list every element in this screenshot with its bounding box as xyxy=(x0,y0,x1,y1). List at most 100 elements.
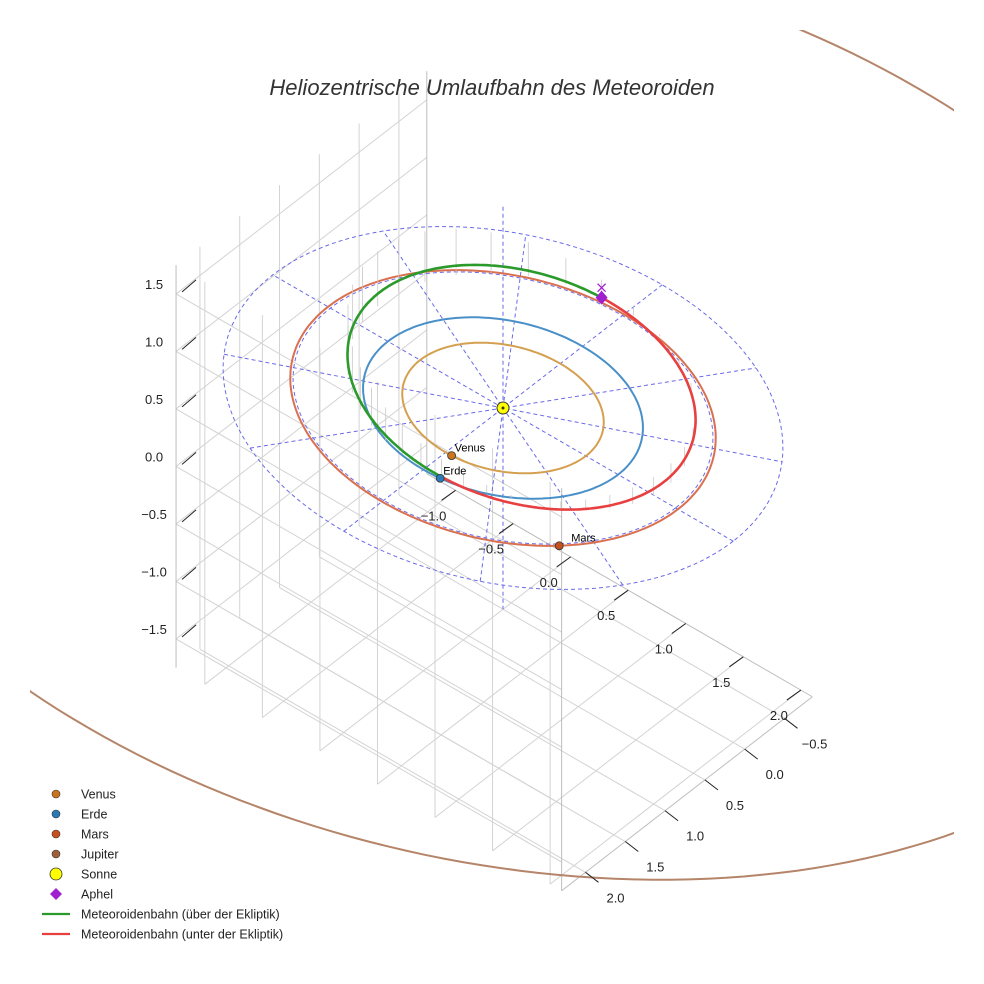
floor-grid-line xyxy=(358,525,745,750)
y-tick xyxy=(744,748,759,760)
y-tick-label: 1.0 xyxy=(686,829,704,844)
axis-grid xyxy=(175,71,813,892)
legend-marker xyxy=(51,789,61,799)
meteoroid-orbit-above xyxy=(346,263,603,479)
axis-edge xyxy=(561,696,813,892)
x-tick-label: 0.0 xyxy=(540,575,558,590)
label-mars: Mars xyxy=(571,533,596,545)
axis-ticks: −1.0 −0.5 0.0 0.5 1.0 1.5 2.0 −0.5 0.0 0.5 1.0 1.5 2… xyxy=(141,277,827,905)
chart-title: Heliozentrische Umlaufbahn des Meteoroid… xyxy=(269,75,714,100)
legend-marker xyxy=(51,849,61,859)
orbit-jupiter xyxy=(30,30,954,881)
z-tick-label: 0.5 xyxy=(145,392,163,407)
z-tick-label: −1.5 xyxy=(141,622,167,637)
z-tick-label: 0.0 xyxy=(145,449,163,464)
legend-marker xyxy=(51,829,61,839)
z-tick xyxy=(181,509,197,523)
z-tick-label: −0.5 xyxy=(141,507,167,522)
floor-grid-line xyxy=(199,648,586,873)
x-tick-label: 1.5 xyxy=(712,675,730,690)
legend-label: Meteoroidenbahn (über der Ekliptik) xyxy=(81,908,280,922)
y-tick-label: 0.5 xyxy=(726,798,744,813)
x-tick xyxy=(556,556,571,568)
z-tick xyxy=(181,624,197,638)
wall-grid-line xyxy=(175,465,562,690)
legend-label: Meteoroidenbahn (unter der Ekliptik) xyxy=(81,928,283,942)
floor-grid-line xyxy=(549,689,802,885)
meteoroid-orbit xyxy=(346,228,697,511)
floor-grid-line xyxy=(279,587,666,812)
wall-grid-line xyxy=(175,293,562,518)
wall-grid-line xyxy=(175,386,428,582)
y-tick xyxy=(625,841,639,852)
x-tick xyxy=(786,689,802,701)
ecliptic-spoke xyxy=(249,367,757,449)
floor-grid-line xyxy=(377,589,629,785)
floor-grid-line xyxy=(319,556,706,781)
x-tick xyxy=(613,589,629,601)
axis-edge xyxy=(426,473,813,698)
floor-grid-line xyxy=(204,489,456,685)
wall-grid-line xyxy=(175,638,562,863)
x-tick-label: −0.5 xyxy=(478,542,504,557)
y-tick xyxy=(704,779,719,791)
y-tick-label: 0.0 xyxy=(766,767,784,782)
z-tick xyxy=(181,567,197,580)
z-tick-label: 1.5 xyxy=(145,277,163,292)
x-tick-label: 2.0 xyxy=(770,708,788,723)
wall-grid-line xyxy=(175,444,428,640)
legend-label: Erde xyxy=(81,808,107,822)
legend-label: Aphel xyxy=(81,888,113,902)
planet-markers: Venus Erde Mars xyxy=(435,283,608,551)
wall-grid-line xyxy=(175,329,428,525)
floor-pane xyxy=(176,473,813,891)
legend: Venus Erde Mars Jupiter Sonne Aphel Meteoroide… xyxy=(42,788,283,942)
legend-marker xyxy=(50,888,62,900)
planet-orbits xyxy=(30,30,954,881)
marker-mars xyxy=(554,541,564,551)
legend-marker xyxy=(49,867,63,881)
wall-grid-line xyxy=(175,408,562,633)
z-tick-label: −1.0 xyxy=(141,564,167,579)
label-venus: Venus xyxy=(455,443,486,455)
z-tick-label: 1.0 xyxy=(145,334,163,349)
y-tick xyxy=(664,810,679,822)
orbit-mars xyxy=(289,269,717,547)
orbit-venus xyxy=(401,341,605,475)
label-erde: Erde xyxy=(443,465,466,477)
wall-grid-line xyxy=(175,156,428,352)
wall-grid-line xyxy=(175,523,562,748)
wall-grid-line xyxy=(175,580,562,805)
y-tick xyxy=(585,871,599,883)
x-tick xyxy=(441,489,456,501)
orbit-erde xyxy=(362,316,644,500)
ecliptic-spoke xyxy=(479,234,527,582)
x-tick xyxy=(729,656,744,668)
marker-sun-core xyxy=(501,406,505,410)
marker-aphelion xyxy=(595,290,608,305)
y-tick-label: −0.5 xyxy=(802,736,828,751)
legend-label: Sonne xyxy=(81,868,117,882)
x-tick-label: −1.0 xyxy=(421,508,447,523)
floor-grid-line xyxy=(262,523,514,719)
floor-grid-line xyxy=(434,623,687,818)
marker-venus xyxy=(447,451,457,460)
meteoroid-orbit-below xyxy=(440,296,697,511)
ecliptic-circle xyxy=(222,226,784,590)
ecliptic-spoke xyxy=(272,274,734,542)
marker-erde xyxy=(435,473,445,483)
z-tick xyxy=(181,279,197,293)
wall-grid-line xyxy=(175,214,428,410)
legend-label: Mars xyxy=(81,828,109,842)
y-tick xyxy=(784,717,798,729)
marker-aphelion-cross xyxy=(597,283,607,293)
legend-marker xyxy=(51,809,61,819)
x-tick-label: 0.5 xyxy=(597,608,615,623)
x-tick-label: 1.0 xyxy=(655,641,673,656)
wall-grid-line xyxy=(175,350,562,575)
wall-grid-line xyxy=(175,99,428,295)
x-tick xyxy=(671,623,687,634)
z-tick xyxy=(181,394,197,408)
z-tick xyxy=(181,452,197,465)
